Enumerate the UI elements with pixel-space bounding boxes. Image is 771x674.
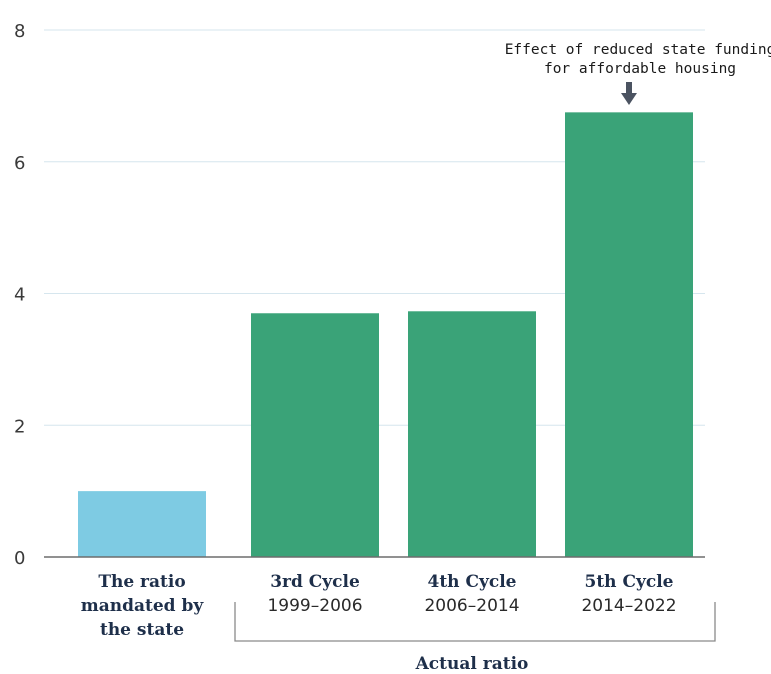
bar: [78, 491, 206, 557]
bar: [251, 313, 379, 557]
category-label: mandated by: [81, 596, 205, 616]
category-sublabel: 2006–2014: [424, 596, 519, 616]
down-arrow-icon: [621, 82, 637, 105]
bar: [408, 311, 536, 557]
bar: [565, 112, 693, 557]
y-tick-label: 0: [14, 548, 25, 569]
y-tick-label: 6: [14, 153, 25, 174]
bracket-line: [234, 602, 716, 642]
category-sublabel: 2014–2022: [581, 596, 676, 616]
y-tick-label: 4: [14, 285, 25, 306]
y-tick-label: 8: [14, 21, 25, 42]
actual-ratio-bracket: [234, 602, 716, 642]
bars: [78, 112, 693, 557]
category-sublabel: 1999–2006: [267, 596, 362, 616]
category-labels: The ratio mandated by the state 3rd Cycle 19…: [81, 572, 677, 640]
y-tick-labels: 0 2 4 6 8: [14, 21, 25, 569]
category-label: 5th Cycle: [585, 572, 674, 592]
category-label: 3rd Cycle: [270, 572, 360, 592]
category-label: The ratio: [98, 572, 185, 592]
group-label: Actual ratio: [415, 654, 529, 674]
y-tick-label: 2: [14, 416, 25, 437]
category-label: 4th Cycle: [428, 572, 517, 592]
annotation: Effect of reduced state funding for affor…: [505, 42, 771, 105]
annotation-text: Effect of reduced state funding for affor…: [505, 42, 771, 77]
category-label: the state: [100, 620, 184, 640]
